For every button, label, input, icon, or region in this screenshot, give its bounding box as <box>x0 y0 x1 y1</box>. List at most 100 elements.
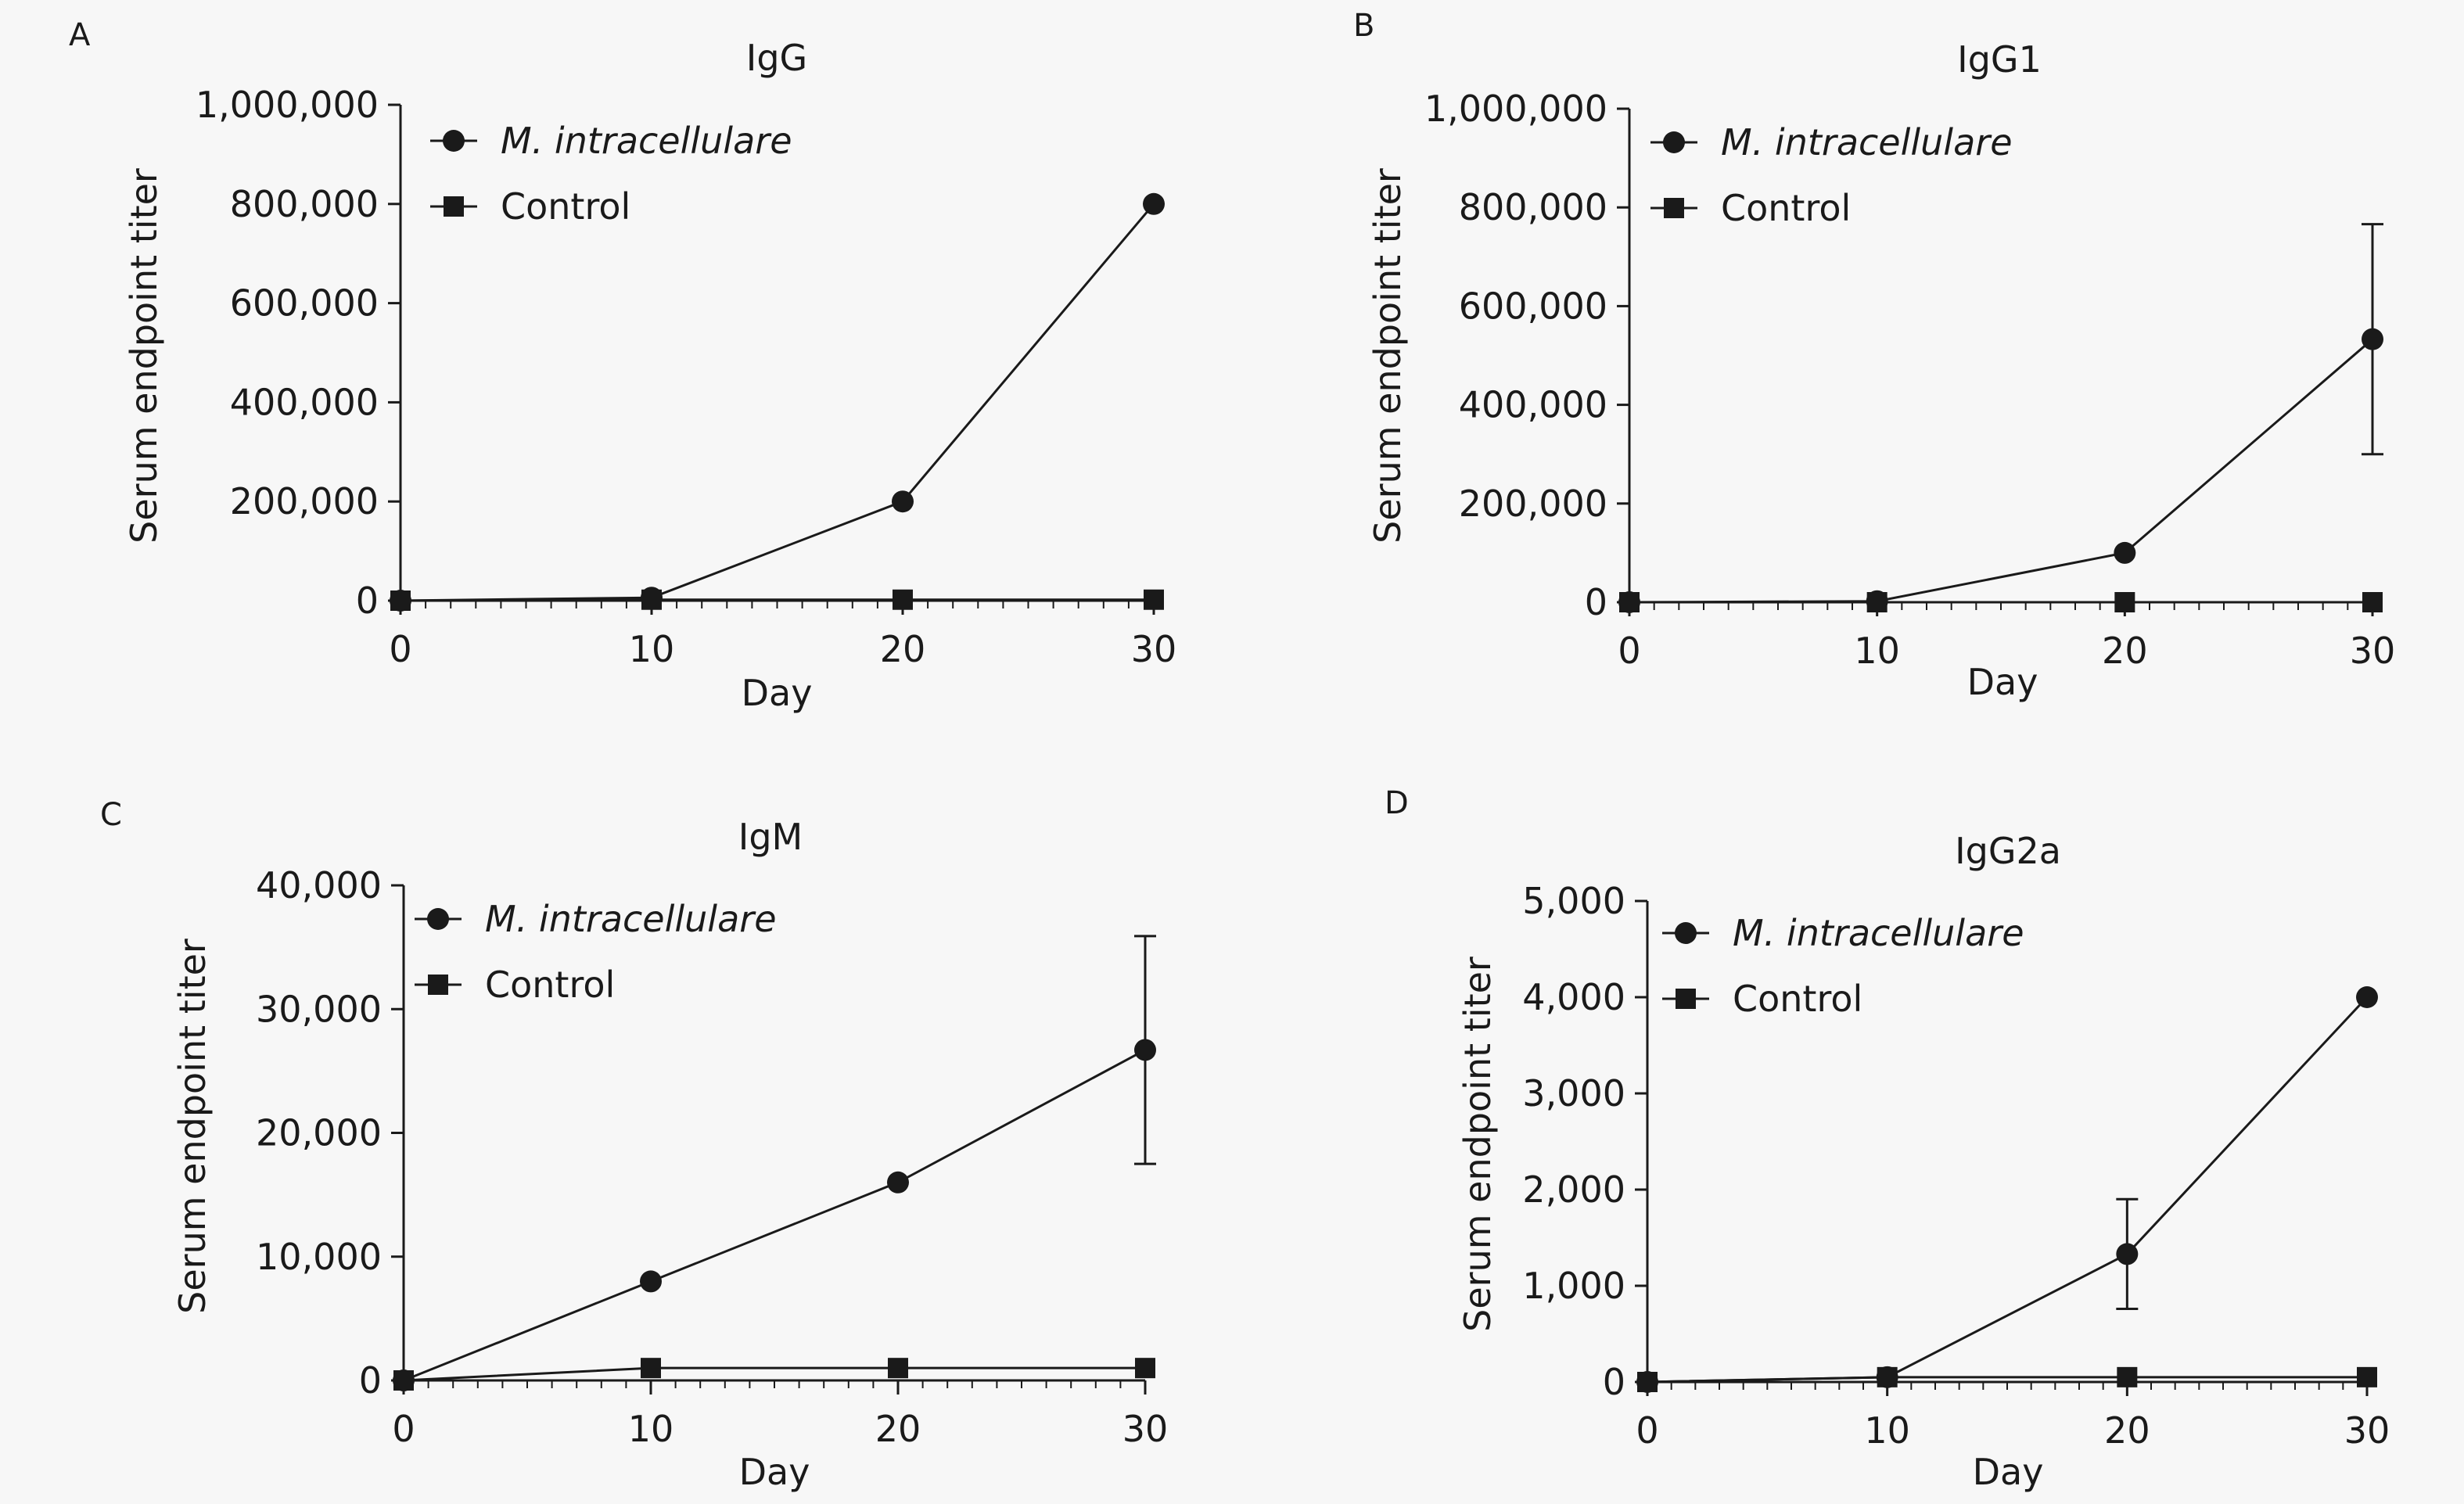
chart-title: IgG2a <box>1955 830 2061 872</box>
y-tick-label: 0 <box>1585 581 1607 623</box>
legend-label: Control <box>501 185 630 228</box>
y-tick-label: 30,000 <box>256 988 382 1030</box>
x-tick-label: 30 <box>2350 630 2396 672</box>
data-point <box>1134 1039 1156 1061</box>
x-axis-label: Day <box>742 672 813 714</box>
legend-label: Control <box>1733 978 1862 1020</box>
data-point <box>393 1370 414 1391</box>
y-tick-label: 20,000 <box>256 1112 382 1154</box>
legend-marker-circle <box>427 908 449 930</box>
series-line <box>400 203 1155 602</box>
legend-label: M. intracellulare <box>1721 121 2013 163</box>
x-tick-label: 30 <box>1122 1408 1169 1450</box>
data-point <box>2114 592 2135 612</box>
y-tick-label: 600,000 <box>1459 285 1607 327</box>
x-tick-label: 10 <box>629 628 675 670</box>
x-tick-label: 0 <box>1618 630 1640 672</box>
legend-label: M. intracellulare <box>485 898 777 940</box>
x-tick-label: 0 <box>392 1408 415 1450</box>
legend-marker-square <box>1676 989 1696 1009</box>
y-tick-label: 800,000 <box>1459 186 1607 228</box>
panel-letter: A <box>69 17 91 53</box>
x-tick-label: 20 <box>2102 630 2148 672</box>
series-control <box>1619 592 2383 612</box>
y-tick-label: 3,000 <box>1522 1072 1625 1115</box>
y-tick-label: 40,000 <box>256 864 382 906</box>
legend-label: Control <box>485 964 615 1006</box>
chart-panel-d: D IgG2a 0 1,000 2,000 3,000 4,000 5,000 0 10 20 30 D… <box>1385 785 2390 1493</box>
x-tick-label: 10 <box>1854 630 1900 672</box>
data-point <box>2117 1366 2138 1387</box>
data-point <box>2116 1243 2139 1265</box>
legend-marker-square <box>1664 198 1684 218</box>
data-point <box>887 1171 909 1194</box>
series-control <box>1637 1366 2377 1392</box>
legend-marker-circle <box>443 130 465 152</box>
chart-title: IgM <box>738 816 803 858</box>
y-tick-label: 400,000 <box>1459 384 1607 426</box>
y-axis-label: Serum endpoint titer <box>1367 168 1409 544</box>
y-tick-label: 5,000 <box>1522 880 1625 922</box>
x-tick-label: 0 <box>1636 1409 1658 1452</box>
y-tick-label: 200,000 <box>230 480 379 522</box>
legend-marker-square <box>444 196 464 217</box>
legend: M. intracellulare Control <box>1650 121 2013 229</box>
y-tick-label: 400,000 <box>230 381 379 423</box>
legend-marker-circle <box>1675 922 1697 944</box>
data-point <box>2357 1366 2377 1387</box>
y-tick-label: 4,000 <box>1522 976 1625 1018</box>
legend: M. intracellulare Control <box>1662 912 2024 1020</box>
legend: M. intracellulare Control <box>430 120 792 228</box>
x-tick-label: 30 <box>1131 628 1177 670</box>
y-tick-label: 200,000 <box>1459 483 1607 525</box>
legend-marker-circle <box>1663 131 1685 153</box>
x-tick-label: 0 <box>389 628 411 670</box>
y-tick-label: 0 <box>356 580 379 622</box>
panel-letter: C <box>100 797 122 833</box>
legend-marker-square <box>428 975 448 995</box>
y-tick-label: 0 <box>359 1359 382 1402</box>
data-point <box>640 1270 662 1293</box>
data-point <box>893 589 913 610</box>
x-axis-label: Day <box>1967 661 2038 703</box>
series-line <box>1647 996 2369 1384</box>
panel-letter: B <box>1353 8 1374 44</box>
data-point <box>892 490 914 513</box>
legend-label: Control <box>1721 187 1851 229</box>
x-tick-label: 20 <box>875 1408 921 1450</box>
y-tick-label: 600,000 <box>230 282 379 325</box>
legend-label: M. intracellulare <box>501 120 792 162</box>
legend-label: M. intracellulare <box>1733 912 2024 954</box>
y-tick-label: 2,000 <box>1522 1168 1625 1211</box>
data-point <box>2362 592 2383 612</box>
x-axis-label: Day <box>739 1451 810 1493</box>
data-point <box>1619 592 1640 612</box>
x-tick-label: 10 <box>1864 1409 1910 1452</box>
x-tick-label: 20 <box>880 628 926 670</box>
data-point <box>641 1358 661 1379</box>
panel-letter: D <box>1385 785 1409 821</box>
x-tick-label: 30 <box>2344 1409 2390 1452</box>
x-axis-label: Day <box>1973 1451 2044 1493</box>
series-m-intracellulare <box>390 192 1165 612</box>
y-tick-label: 0 <box>1603 1361 1625 1403</box>
data-point <box>1143 192 1165 215</box>
series-line <box>403 1049 1146 1382</box>
data-point <box>2356 986 2378 1008</box>
y-tick-label: 800,000 <box>230 183 379 225</box>
chart-panel-b: B IgG1 0 200,000 400,000 600,000 800,000 1,000,… <box>1353 8 2395 703</box>
y-tick-label: 1,000 <box>1522 1265 1625 1307</box>
data-point <box>1877 1366 1898 1387</box>
series-line <box>1629 338 2373 604</box>
x-tick-label: 10 <box>628 1408 674 1450</box>
y-tick-label: 1,000,000 <box>1424 88 1607 130</box>
y-axis-label: Serum endpoint titer <box>123 168 165 544</box>
series-m-intracellulare <box>1636 986 2378 1393</box>
chart-panel-a: A IgG 0 200,000 400,000 600,000 800,000 1,000,0… <box>69 17 1176 714</box>
series-line <box>403 1366 1145 1382</box>
data-point <box>390 590 411 611</box>
data-point <box>1866 592 1888 612</box>
chart-panel-c: C IgM 0 10,000 20,000 30,000 40,000 0 10 20 30 Day S… <box>100 797 1168 1493</box>
data-point <box>2114 541 2136 564</box>
